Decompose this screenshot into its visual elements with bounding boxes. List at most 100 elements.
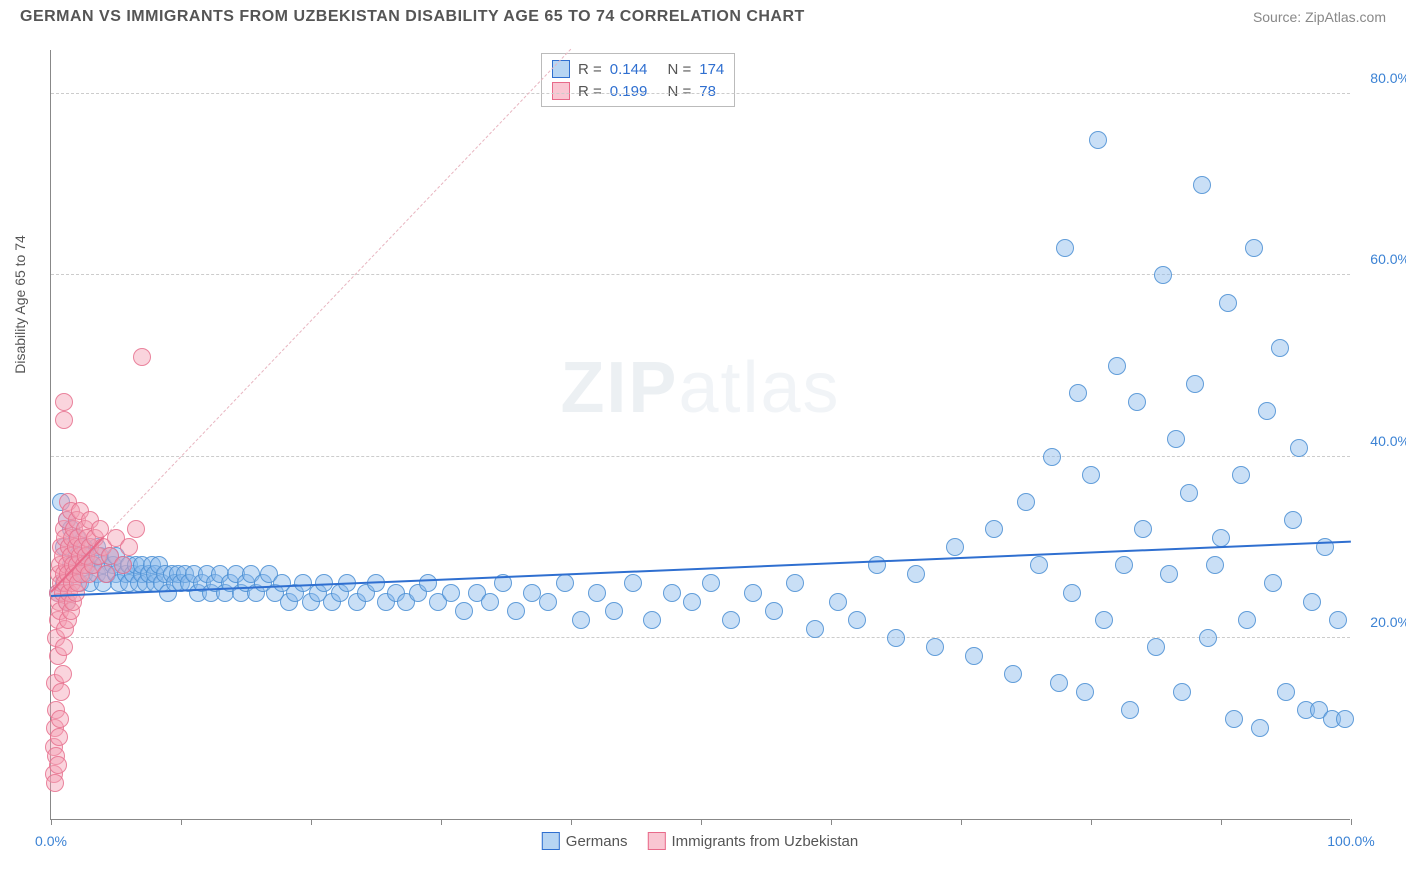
data-point <box>643 611 661 629</box>
data-point <box>1199 629 1217 647</box>
data-point <box>1186 375 1204 393</box>
data-point <box>588 584 606 602</box>
source-name: ZipAtlas.com <box>1305 9 1386 25</box>
data-point <box>46 774 64 792</box>
data-point <box>1089 131 1107 149</box>
data-point <box>1271 339 1289 357</box>
data-point <box>1147 638 1165 656</box>
legend-label: Immigrants from Uzbekistan <box>671 833 858 850</box>
data-point <box>1004 665 1022 683</box>
diagonal-guide-line <box>51 48 572 592</box>
x-tick <box>1351 819 1352 825</box>
data-point <box>133 348 151 366</box>
x-tick <box>441 819 442 825</box>
x-tick <box>571 819 572 825</box>
data-point <box>683 593 701 611</box>
data-point <box>786 574 804 592</box>
data-point <box>1056 239 1074 257</box>
data-point <box>1063 584 1081 602</box>
data-point <box>1017 493 1035 511</box>
gridline <box>51 456 1350 457</box>
data-point <box>868 556 886 574</box>
data-point <box>455 602 473 620</box>
data-point <box>907 565 925 583</box>
y-tick-label: 80.0% <box>1355 70 1406 86</box>
r-label: R = <box>578 83 602 100</box>
data-point <box>572 611 590 629</box>
data-point <box>54 665 72 683</box>
data-point <box>765 602 783 620</box>
y-tick-label: 20.0% <box>1355 614 1406 630</box>
swatch-blue-icon <box>542 832 560 850</box>
data-point <box>1030 556 1048 574</box>
data-point <box>419 574 437 592</box>
chart-area: Disability Age 65 to 74 ZIPatlas R = 0.1… <box>50 50 1350 820</box>
data-point <box>1173 683 1191 701</box>
data-point <box>744 584 762 602</box>
data-point <box>507 602 525 620</box>
data-point <box>1167 430 1185 448</box>
data-point <box>1258 402 1276 420</box>
gridline <box>51 93 1350 94</box>
data-point <box>985 520 1003 538</box>
data-point <box>1290 439 1308 457</box>
data-point <box>55 638 73 656</box>
x-tick <box>51 819 52 825</box>
plot-area: ZIPatlas R = 0.144 N = 174 R = 0.199 N =… <box>50 50 1350 820</box>
data-point <box>51 710 69 728</box>
data-point <box>946 538 964 556</box>
data-point <box>1050 674 1068 692</box>
n-value: 174 <box>699 61 724 78</box>
data-point <box>1336 710 1354 728</box>
data-point <box>605 602 623 620</box>
data-point <box>1180 484 1198 502</box>
x-tick <box>1221 819 1222 825</box>
stats-box: R = 0.144 N = 174 R = 0.199 N = 78 <box>541 53 735 107</box>
chart-header: GERMAN VS IMMIGRANTS FROM UZBEKISTAN DIS… <box>0 0 1406 38</box>
legend-label: Germans <box>566 833 628 850</box>
data-point <box>539 593 557 611</box>
legend-item-germans: Germans <box>542 832 628 850</box>
data-point <box>1193 176 1211 194</box>
r-value: 0.199 <box>610 83 648 100</box>
data-point <box>1225 710 1243 728</box>
source-attribution: Source: ZipAtlas.com <box>1253 9 1386 25</box>
data-point <box>1245 239 1263 257</box>
stats-row-pink: R = 0.199 N = 78 <box>552 80 724 102</box>
x-tick-label: 0.0% <box>35 833 67 849</box>
data-point <box>97 565 115 583</box>
data-point <box>127 520 145 538</box>
x-tick <box>181 819 182 825</box>
data-point <box>442 584 460 602</box>
chart-title: GERMAN VS IMMIGRANTS FROM UZBEKISTAN DIS… <box>20 8 805 26</box>
swatch-pink-icon <box>552 82 570 100</box>
data-point <box>1082 466 1100 484</box>
bottom-legend: Germans Immigrants from Uzbekistan <box>542 832 858 850</box>
data-point <box>50 728 68 746</box>
r-label: R = <box>578 61 602 78</box>
data-point <box>806 620 824 638</box>
data-point <box>663 584 681 602</box>
data-point <box>1238 611 1256 629</box>
data-point <box>1128 393 1146 411</box>
data-point <box>722 611 740 629</box>
data-point <box>481 593 499 611</box>
stats-row-blue: R = 0.144 N = 174 <box>552 58 724 80</box>
source-prefix: Source: <box>1253 9 1305 25</box>
data-point <box>1206 556 1224 574</box>
data-point <box>1160 565 1178 583</box>
y-tick-label: 60.0% <box>1355 251 1406 267</box>
data-point <box>1232 466 1250 484</box>
x-tick-label: 100.0% <box>1327 833 1374 849</box>
data-point <box>926 638 944 656</box>
data-point <box>965 647 983 665</box>
x-tick <box>311 819 312 825</box>
n-label: N = <box>667 61 691 78</box>
data-point <box>1251 719 1269 737</box>
data-point <box>829 593 847 611</box>
data-point <box>1219 294 1237 312</box>
data-point <box>1043 448 1061 466</box>
data-point <box>702 574 720 592</box>
data-point <box>1329 611 1347 629</box>
legend-item-uzbekistan: Immigrants from Uzbekistan <box>647 832 858 850</box>
